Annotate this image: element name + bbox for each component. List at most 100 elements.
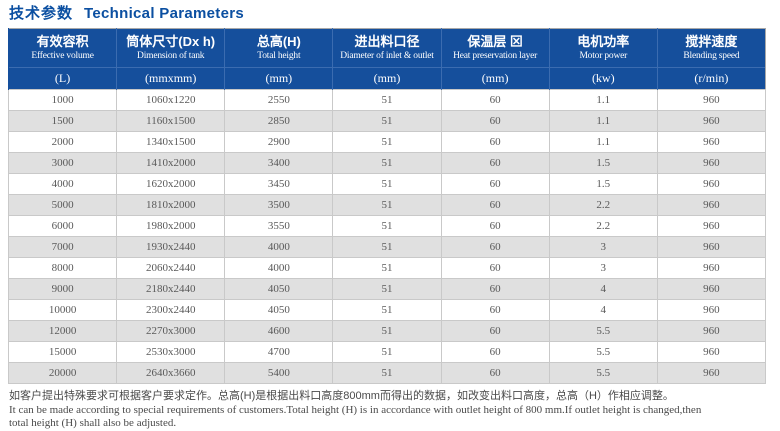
- notes: 如客户提出特殊要求可根据客户要求定作。总高(H)是根据出料口高度800mm而得出…: [9, 389, 772, 430]
- table-cell: 3500: [224, 194, 334, 216]
- table-cell: 20000: [7, 362, 118, 384]
- header-en: Motor power: [579, 51, 628, 61]
- table-cell: 4: [548, 299, 658, 321]
- table-cell: 2060x2440: [116, 257, 226, 279]
- table-cell: 60: [440, 320, 550, 342]
- table-cell: 960: [656, 341, 767, 363]
- table-cell: 1060x1220: [116, 89, 226, 111]
- header-en: Total height: [257, 51, 301, 61]
- table-cell: 1.1: [548, 131, 658, 153]
- table-cell: 960: [656, 131, 767, 153]
- table-cell: 1.1: [548, 89, 658, 111]
- table-cell: 1500: [7, 110, 118, 132]
- header-cell-effective-volume: 有效容积 Effective volume (L): [7, 28, 117, 90]
- table-cell: 51: [332, 131, 442, 153]
- table-row: 4000 1620x2000 3450 51 60 1.5 960: [7, 173, 767, 195]
- table-body: 1000 1060x1220 2550 51 60 1.1 960 1500 1160x1500…: [7, 89, 767, 384]
- table-cell: 960: [656, 173, 767, 195]
- table-cell: 4000: [224, 236, 334, 258]
- header-unit: (mm): [441, 67, 549, 89]
- table-cell: 4000: [7, 173, 118, 195]
- header-cn: 电机功率: [577, 34, 630, 49]
- table-cell: 1410x2000: [116, 152, 226, 174]
- header-cell-motor-power: 电机功率 Motor power (kw): [548, 28, 658, 90]
- table-cell: 4: [548, 278, 658, 300]
- table-cell: 2.2: [548, 215, 658, 237]
- table-row: 15000 2530x3000 4700 51 60 5.5 960: [7, 341, 767, 363]
- table-cell: 6000: [7, 215, 118, 237]
- table-cell: 60: [440, 152, 550, 174]
- table-cell: 2270x3000: [116, 320, 226, 342]
- header-en: Heat preservation layer: [453, 51, 538, 61]
- table-cell: 2300x2440: [116, 299, 226, 321]
- note-cn: 如客户提出特殊要求可根据客户要求定作。总高(H)是根据出料口高度800mm而得出…: [9, 390, 674, 402]
- table-cell: 1.5: [548, 173, 658, 195]
- table-header-row: 有效容积 Effective volume (L) 筒体尺寸(Dx h) Dim…: [7, 28, 766, 90]
- table-cell: 60: [440, 215, 550, 237]
- header-cell-blending-speed: 搅拌速度 Blending speed (r/min): [656, 28, 766, 90]
- table-row: 5000 1810x2000 3500 51 60 2.2 960: [7, 194, 767, 216]
- table-row: 2000 1340x1500 2900 51 60 1.1 960: [7, 131, 767, 153]
- table-cell: 7000: [7, 236, 118, 258]
- table-cell: 51: [332, 278, 442, 300]
- table-cell: 60: [440, 257, 550, 279]
- header-cn: 筒体尺寸(Dx h): [126, 34, 216, 49]
- table-cell: 60: [440, 236, 550, 258]
- table-cell: 1980x2000: [116, 215, 226, 237]
- table-cell: 960: [656, 110, 767, 132]
- table-cell: 3000: [7, 152, 118, 174]
- table-cell: 960: [656, 278, 767, 300]
- table-header: 有效容积 Effective volume (L) 筒体尺寸(Dx h) Dim…: [7, 28, 766, 90]
- table-cell: 1620x2000: [116, 173, 226, 195]
- note-en-line1: It can be made according to special requ…: [9, 404, 702, 416]
- table-cell: 3450: [224, 173, 334, 195]
- table-cell: 2180x2440: [116, 278, 226, 300]
- table-cell: 960: [656, 236, 767, 258]
- table-cell: 60: [440, 89, 550, 111]
- page-title: 技术参数 Technical Parameters: [9, 5, 772, 23]
- header-cell-total-height: 总高(H) Total height (mm): [224, 28, 333, 90]
- table-cell: 51: [332, 152, 442, 174]
- table-row: 3000 1410x2000 3400 51 60 1.5 960: [7, 152, 767, 174]
- table-cell: 1.5: [548, 152, 658, 174]
- header-unit: (L): [9, 67, 117, 89]
- table-row: 12000 2270x3000 4600 51 60 5.5 960: [7, 320, 767, 342]
- header-cn: 搅拌速度: [685, 34, 738, 49]
- table-cell: 60: [440, 299, 550, 321]
- table-cell: 3400: [224, 152, 334, 174]
- header-unit: (r/min): [657, 67, 765, 89]
- table-cell: 2.2: [548, 194, 658, 216]
- table-row: 1000 1060x1220 2550 51 60 1.1 960: [7, 89, 767, 111]
- table-cell: 8000: [7, 257, 118, 279]
- table-row: 1500 1160x1500 2850 51 60 1.1 960: [7, 110, 767, 132]
- table-cell: 2640x3660: [116, 362, 226, 384]
- table-cell: 9000: [7, 278, 118, 300]
- table-cell: 4700: [224, 341, 334, 363]
- table-cell: 51: [332, 341, 442, 363]
- table-cell: 51: [332, 320, 442, 342]
- table-cell: 2850: [224, 110, 334, 132]
- table-cell: 5.5: [548, 341, 658, 363]
- table-row: 20000 2640x3660 5400 51 60 5.5 960: [7, 362, 767, 384]
- table-cell: 2550: [224, 89, 334, 111]
- header-cn: 保温层 ⊠: [467, 34, 523, 49]
- table-cell: 4600: [224, 320, 334, 342]
- header-en: Effective volume: [31, 51, 94, 61]
- page-title-cn: 技术参数: [9, 5, 74, 22]
- header-cell-heat-preservation-layer: 保温层 ⊠ Heat preservation layer (mm): [440, 28, 550, 90]
- table-cell: 51: [332, 362, 442, 384]
- table-cell: 4050: [224, 278, 334, 300]
- table-cell: 5000: [7, 194, 118, 216]
- header-unit: (kw): [549, 67, 657, 89]
- table-cell: 5400: [224, 362, 334, 384]
- table-cell: 60: [440, 110, 550, 132]
- header-en: Dimension of tank: [137, 51, 205, 61]
- table-cell: 3550: [224, 215, 334, 237]
- table-cell: 60: [440, 131, 550, 153]
- header-unit: (mmxmm): [117, 67, 225, 89]
- table-cell: 960: [656, 320, 767, 342]
- table-cell: 4050: [224, 299, 334, 321]
- header-unit: (mm): [333, 67, 441, 89]
- table-cell: 12000: [7, 320, 118, 342]
- header-cn: 有效容积: [36, 34, 89, 49]
